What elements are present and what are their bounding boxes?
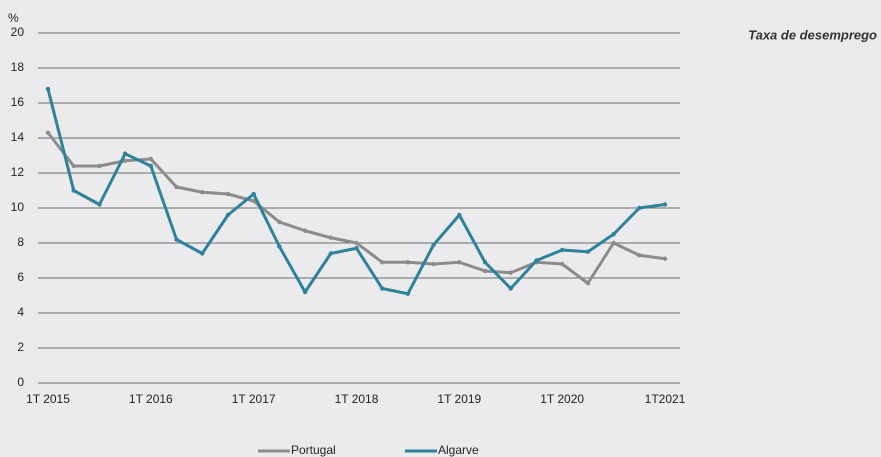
legend-label: Portugal — [291, 443, 336, 457]
x-tick-label: 1T 2016 — [129, 392, 173, 406]
y-tick-label: 0 — [17, 375, 24, 389]
point-marker — [225, 191, 231, 197]
point-marker — [251, 191, 256, 197]
point-marker — [122, 158, 128, 163]
point-marker — [97, 202, 102, 207]
x-tick-label: 1T 2020 — [540, 392, 584, 406]
y-tick-label: 20 — [11, 25, 25, 39]
y-axis-unit: % — [8, 11, 19, 25]
point-marker — [302, 289, 308, 295]
y-tick-label: 18 — [11, 60, 25, 74]
point-marker — [328, 235, 333, 240]
point-marker — [225, 212, 231, 218]
point-marker — [405, 260, 411, 265]
y-tick-label: 14 — [11, 130, 25, 144]
point-marker — [277, 244, 282, 249]
point-marker — [585, 281, 591, 286]
point-marker — [585, 249, 591, 254]
point-marker — [45, 130, 51, 135]
x-tick-label: 1T 2017 — [232, 392, 276, 406]
x-tick-label: 1T 2019 — [437, 392, 481, 406]
point-marker — [71, 188, 76, 193]
point-marker — [174, 237, 179, 242]
point-marker — [457, 212, 462, 218]
point-marker — [611, 240, 616, 246]
point-marker — [637, 205, 642, 211]
y-tick-label: 4 — [17, 305, 24, 319]
point-marker — [277, 219, 282, 225]
point-marker — [380, 260, 385, 265]
series-line — [46, 88, 666, 296]
point-marker — [328, 251, 333, 256]
point-marker — [508, 286, 513, 291]
point-marker — [148, 163, 154, 169]
point-marker — [251, 198, 256, 204]
x-tick-label: 1T2021 — [645, 392, 686, 406]
point-marker — [200, 190, 205, 195]
point-marker — [431, 242, 436, 247]
y-tick-label: 12 — [11, 165, 25, 179]
point-marker — [431, 261, 436, 267]
point-marker — [71, 163, 76, 169]
x-tick-label: 1T 2018 — [335, 392, 379, 406]
point-marker — [405, 291, 411, 296]
point-marker — [97, 163, 102, 169]
point-marker — [559, 261, 565, 267]
chart-title: Taxa de desemprego — [748, 27, 877, 42]
point-marker — [174, 184, 179, 190]
point-marker — [611, 232, 616, 237]
point-marker — [534, 258, 539, 263]
point-marker — [662, 202, 668, 207]
legend-label: Algarve — [438, 443, 479, 457]
point-marker — [380, 286, 385, 291]
point-marker — [637, 253, 642, 258]
point-marker — [508, 270, 513, 275]
point-marker — [148, 156, 154, 162]
point-marker — [662, 256, 668, 261]
x-tick-label: 1T 2015 — [26, 392, 70, 406]
y-tick-label: 10 — [11, 200, 25, 214]
point-marker — [354, 240, 359, 246]
point-marker — [200, 251, 205, 256]
y-tick-label: 16 — [11, 95, 25, 109]
point-marker — [482, 268, 488, 274]
point-marker — [45, 86, 51, 92]
y-tick-label: 2 — [17, 340, 24, 354]
y-tick-label: 8 — [17, 235, 24, 249]
point-marker — [457, 260, 462, 265]
point-marker — [559, 247, 565, 253]
y-tick-label: 6 — [17, 270, 24, 284]
point-marker — [354, 246, 359, 251]
point-marker — [482, 260, 488, 265]
point-marker — [122, 151, 128, 156]
point-marker — [302, 228, 308, 233]
